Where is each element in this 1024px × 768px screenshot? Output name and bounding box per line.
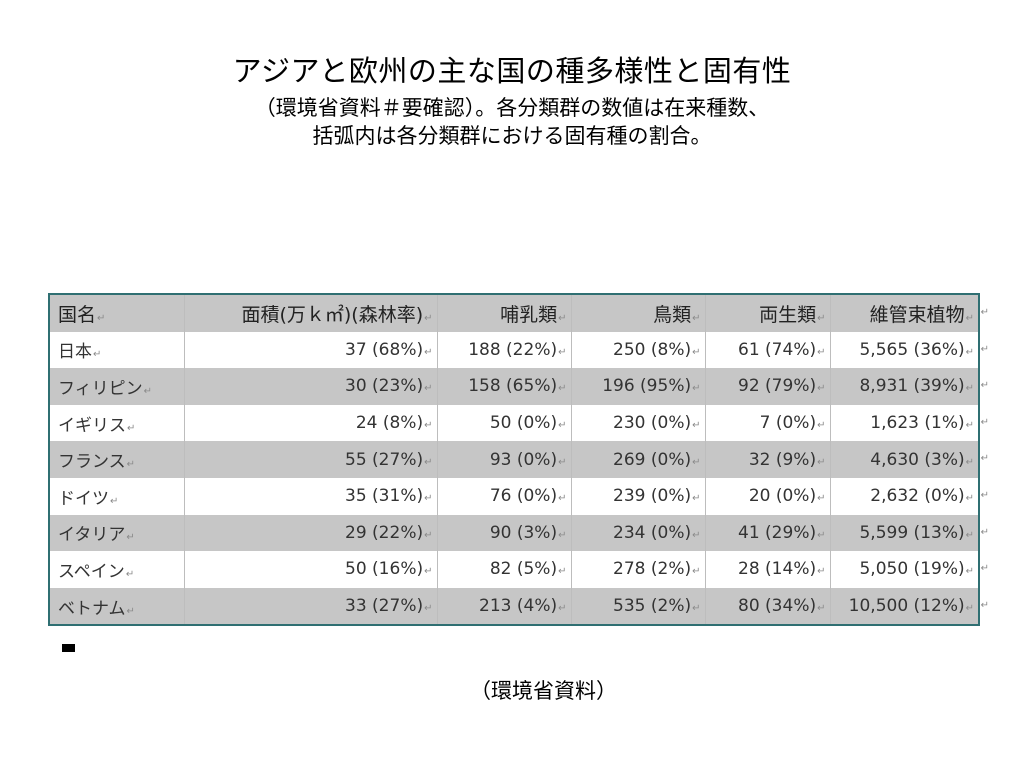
row-end-mark-icon: ↵ [981, 478, 989, 515]
cell-country: 日本 [50, 332, 184, 369]
table-row: スペイン 50 (16%) 82 (5%) 278 (2%) 28 (14%) … [50, 551, 978, 588]
cell-amphibians: 80 (34%) [705, 588, 830, 625]
cell-vascular-plants: 4,630 (3%) [830, 441, 978, 478]
cell-country: フィリピン [50, 368, 184, 405]
table-row: イタリア 29 (22%) 90 (3%) 234 (0%) 41 (29%) … [50, 515, 978, 552]
cell-amphibians: 32 (9%) [705, 441, 830, 478]
cell-area: 55 (27%) [184, 441, 437, 478]
cell-amphibians: 20 (0%) [705, 478, 830, 515]
cell-birds: 269 (0%) [571, 441, 705, 478]
row-end-mark-icon: ↵ [981, 441, 989, 478]
cell-mammals: 188 (22%) [437, 332, 571, 369]
table-row: ベトナム 33 (27%) 213 (4%) 535 (2%) 80 (34%)… [50, 588, 978, 625]
table-row: ドイツ 35 (31%) 76 (0%) 239 (0%) 20 (0%) 2,… [50, 478, 978, 515]
header-amphibians: 両生類 [705, 295, 830, 332]
row-end-mark-icon: ↵ [981, 368, 989, 405]
table-row: 日本 37 (68%) 188 (22%) 250 (8%) 61 (74%) … [50, 332, 978, 369]
cell-area: 24 (8%) [184, 405, 437, 442]
cell-mammals: 82 (5%) [437, 551, 571, 588]
cell-vascular-plants: 1,623 (1%) [830, 405, 978, 442]
cell-vascular-plants: 2,632 (0%) [830, 478, 978, 515]
slide-title: アジアと欧州の主な国の種多様性と固有性 [0, 52, 1024, 90]
text-cursor-mark [62, 644, 75, 652]
table-row: フランス 55 (27%) 93 (0%) 269 (0%) 32 (9%) 4… [50, 441, 978, 478]
cell-country: イタリア [50, 515, 184, 552]
cell-mammals: 93 (0%) [437, 441, 571, 478]
cell-area: 37 (68%) [184, 332, 437, 369]
cell-country: スペイン [50, 551, 184, 588]
cell-birds: 535 (2%) [571, 588, 705, 625]
row-end-mark-icon: ↵ [981, 295, 989, 332]
cell-area: 30 (23%) [184, 368, 437, 405]
row-end-marks: ↵ ↵ ↵ ↵ ↵ ↵ ↵ ↵ ↵ [981, 295, 989, 624]
slide-subtitle: （環境省資料＃要確認）。各分類群の数値は在来種数、 括弧内は各分類群における固有… [0, 94, 1024, 150]
cell-vascular-plants: 10,500 (12%) [830, 588, 978, 625]
cell-area: 29 (22%) [184, 515, 437, 552]
cell-birds: 278 (2%) [571, 551, 705, 588]
header-country: 国名 [50, 295, 184, 332]
species-diversity-table: 国名 面積(万ｋ㎡)(森林率) 哺乳類 鳥類 両生類 維管束植物 日本 37 (… [48, 293, 980, 626]
row-end-mark-icon: ↵ [981, 515, 989, 552]
cell-birds: 239 (0%) [571, 478, 705, 515]
cell-mammals: 90 (3%) [437, 515, 571, 552]
table-header-row: 国名 面積(万ｋ㎡)(森林率) 哺乳類 鳥類 両生類 維管束植物 [50, 295, 978, 332]
cell-amphibians: 92 (79%) [705, 368, 830, 405]
cell-area: 50 (16%) [184, 551, 437, 588]
header-birds: 鳥類 [571, 295, 705, 332]
cell-vascular-plants: 5,565 (36%) [830, 332, 978, 369]
cell-country: フランス [50, 441, 184, 478]
cell-area: 35 (31%) [184, 478, 437, 515]
cell-mammals: 213 (4%) [437, 588, 571, 625]
data-table: 国名 面積(万ｋ㎡)(森林率) 哺乳類 鳥類 両生類 維管束植物 日本 37 (… [50, 295, 978, 624]
subtitle-line-1: （環境省資料＃要確認）。各分類群の数値は在来種数、 [0, 94, 1024, 122]
cell-vascular-plants: 8,931 (39%) [830, 368, 978, 405]
header-vascular-plants: 維管束植物 [830, 295, 978, 332]
cell-mammals: 76 (0%) [437, 478, 571, 515]
cell-birds: 250 (8%) [571, 332, 705, 369]
cell-amphibians: 7 (0%) [705, 405, 830, 442]
cell-vascular-plants: 5,050 (19%) [830, 551, 978, 588]
cell-amphibians: 28 (14%) [705, 551, 830, 588]
cell-vascular-plants: 5,599 (13%) [830, 515, 978, 552]
source-note: （環境省資料） [470, 677, 617, 705]
cell-area: 33 (27%) [184, 588, 437, 625]
cell-mammals: 50 (0%) [437, 405, 571, 442]
table-row: フィリピン 30 (23%) 158 (65%) 196 (95%) 92 (7… [50, 368, 978, 405]
cell-amphibians: 61 (74%) [705, 332, 830, 369]
cell-mammals: 158 (65%) [437, 368, 571, 405]
row-end-mark-icon: ↵ [981, 405, 989, 442]
subtitle-line-2: 括弧内は各分類群における固有種の割合。 [0, 122, 1024, 150]
row-end-mark-icon: ↵ [981, 551, 989, 588]
cell-amphibians: 41 (29%) [705, 515, 830, 552]
cell-country: イギリス [50, 405, 184, 442]
row-end-mark-icon: ↵ [981, 332, 989, 369]
cell-country: ドイツ [50, 478, 184, 515]
cell-birds: 196 (95%) [571, 368, 705, 405]
table-row: イギリス 24 (8%) 50 (0%) 230 (0%) 7 (0%) 1,6… [50, 405, 978, 442]
header-mammals: 哺乳類 [437, 295, 571, 332]
cell-birds: 230 (0%) [571, 405, 705, 442]
header-area: 面積(万ｋ㎡)(森林率) [184, 295, 437, 332]
cell-country: ベトナム [50, 588, 184, 625]
cell-birds: 234 (0%) [571, 515, 705, 552]
row-end-mark-icon: ↵ [981, 588, 989, 625]
